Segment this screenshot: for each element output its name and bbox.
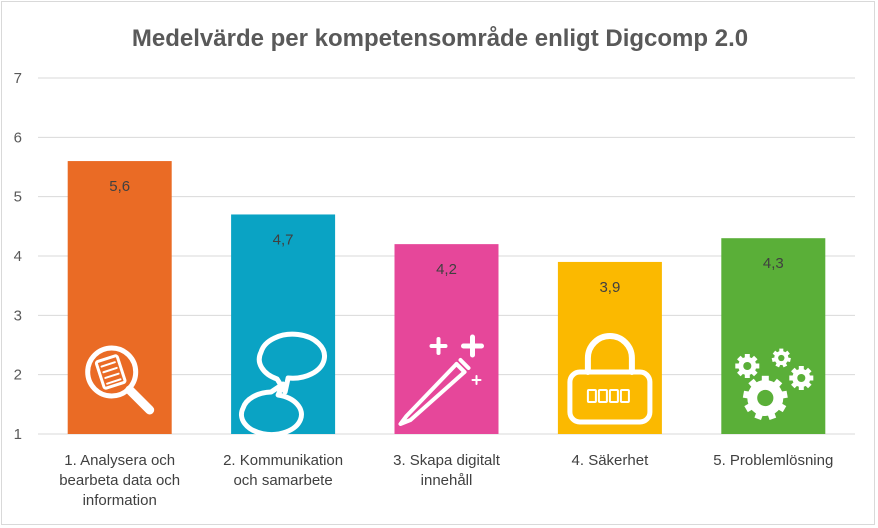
x-tick-label-line: information <box>83 492 157 509</box>
x-tick-label-line: och samarbete <box>233 472 332 489</box>
speech-bubbles-icon <box>238 331 327 437</box>
y-tick-label: 5 <box>14 189 22 206</box>
y-tick-label: 2 <box>14 367 22 384</box>
x-tick-label-line: innehåll <box>421 472 473 489</box>
gridlines <box>38 77 855 435</box>
padlock-icon <box>567 333 653 425</box>
bar <box>67 161 172 435</box>
pen-sparkle-icon <box>398 334 484 426</box>
y-axis-ticks: 1 2 3 4 5 6 7 <box>14 70 22 443</box>
data-labels: 5,6 4,7 4,2 3,9 4,3 <box>109 178 783 296</box>
x-axis-labels: 1. Analysera och bearbeta data och informa… <box>59 452 833 509</box>
x-tick-label-line: 3. Skapa digitalt <box>393 452 501 469</box>
gears-icon <box>735 348 814 421</box>
x-tick-label-line: 2. Kommunikation <box>223 452 343 469</box>
bar-icons <box>85 331 814 437</box>
x-tick-label: 1. Analysera och bearbeta data och informa… <box>59 452 180 509</box>
x-tick-label: 4. Säkerhet <box>572 452 650 469</box>
y-tick-label: 7 <box>14 70 22 87</box>
bars <box>67 161 826 435</box>
data-label: 4,2 <box>436 261 457 278</box>
y-tick-label: 1 <box>14 426 22 443</box>
data-label: 5,6 <box>109 178 130 195</box>
data-label: 4,7 <box>273 231 294 248</box>
y-tick-label: 3 <box>14 307 22 324</box>
x-tick-label-line: bearbeta data och <box>59 472 180 489</box>
y-tick-label: 6 <box>14 129 22 146</box>
x-tick-label: 2. Kommunikation och samarbete <box>223 452 343 489</box>
bar <box>394 244 499 434</box>
x-tick-label-line: 1. Analysera och <box>64 452 175 469</box>
data-label: 4,3 <box>763 255 784 272</box>
magnifier-document-icon <box>85 345 155 415</box>
x-tick-label: 3. Skapa digitalt innehåll <box>393 452 501 489</box>
x-tick-label-line: 5. Problemlösning <box>713 452 833 469</box>
x-tick-label-line: 4. Säkerhet <box>572 452 650 469</box>
x-tick-label: 5. Problemlösning <box>713 452 833 469</box>
y-tick-label: 4 <box>14 248 22 265</box>
bar <box>557 261 662 434</box>
data-label: 3,9 <box>599 279 620 296</box>
chart-title: Medelvärde per kompetensområde enligt Di… <box>132 25 748 52</box>
